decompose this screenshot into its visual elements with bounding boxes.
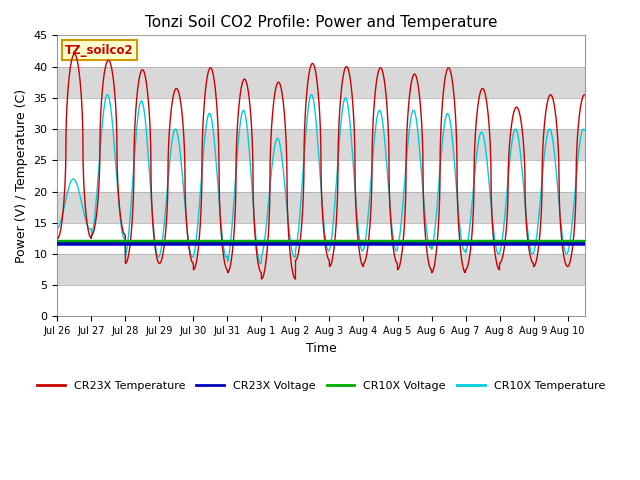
Y-axis label: Power (V) / Temperature (C): Power (V) / Temperature (C) [15,89,28,263]
X-axis label: Time: Time [306,342,337,355]
Text: TZ_soilco2: TZ_soilco2 [65,44,134,57]
Title: Tonzi Soil CO2 Profile: Power and Temperature: Tonzi Soil CO2 Profile: Power and Temper… [145,15,497,30]
Bar [58,98,584,129]
Bar [58,160,584,192]
Bar [58,192,584,223]
Bar [58,67,584,98]
Legend: CR23X Temperature, CR23X Voltage, CR10X Voltage, CR10X Temperature: CR23X Temperature, CR23X Voltage, CR10X … [33,376,609,395]
Bar [58,36,584,67]
Bar [58,129,584,160]
Bar [58,254,584,285]
Bar [58,285,584,316]
Bar [58,223,584,254]
